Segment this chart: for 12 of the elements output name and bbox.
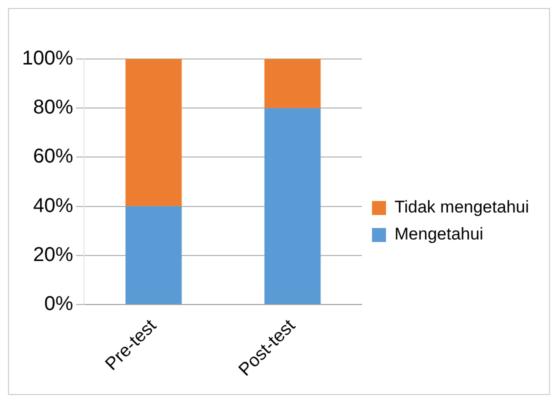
y-tick-label: 80% <box>33 96 74 119</box>
bar <box>125 59 182 206</box>
y-tick-label: 60% <box>33 146 74 168</box>
y-tick-label: 40% <box>33 194 74 217</box>
legend-label: Mengetahui <box>394 224 484 244</box>
bar <box>264 59 321 108</box>
y-tick-label: 20% <box>33 244 74 266</box>
bar <box>264 108 321 304</box>
bar <box>125 206 182 304</box>
y-tick-label: 100% <box>22 48 74 70</box>
legend-label: Tidak mengetahui <box>394 198 530 217</box>
y-tick-label: 0% <box>44 293 74 316</box>
